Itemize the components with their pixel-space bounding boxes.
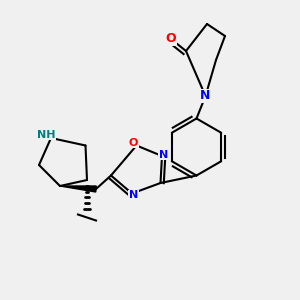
Text: N: N <box>129 190 138 200</box>
Text: N: N <box>200 89 211 103</box>
Text: O: O <box>166 32 176 46</box>
Polygon shape <box>60 186 96 192</box>
Text: N: N <box>159 149 168 160</box>
Text: O: O <box>129 137 138 148</box>
Text: NH: NH <box>37 130 56 140</box>
